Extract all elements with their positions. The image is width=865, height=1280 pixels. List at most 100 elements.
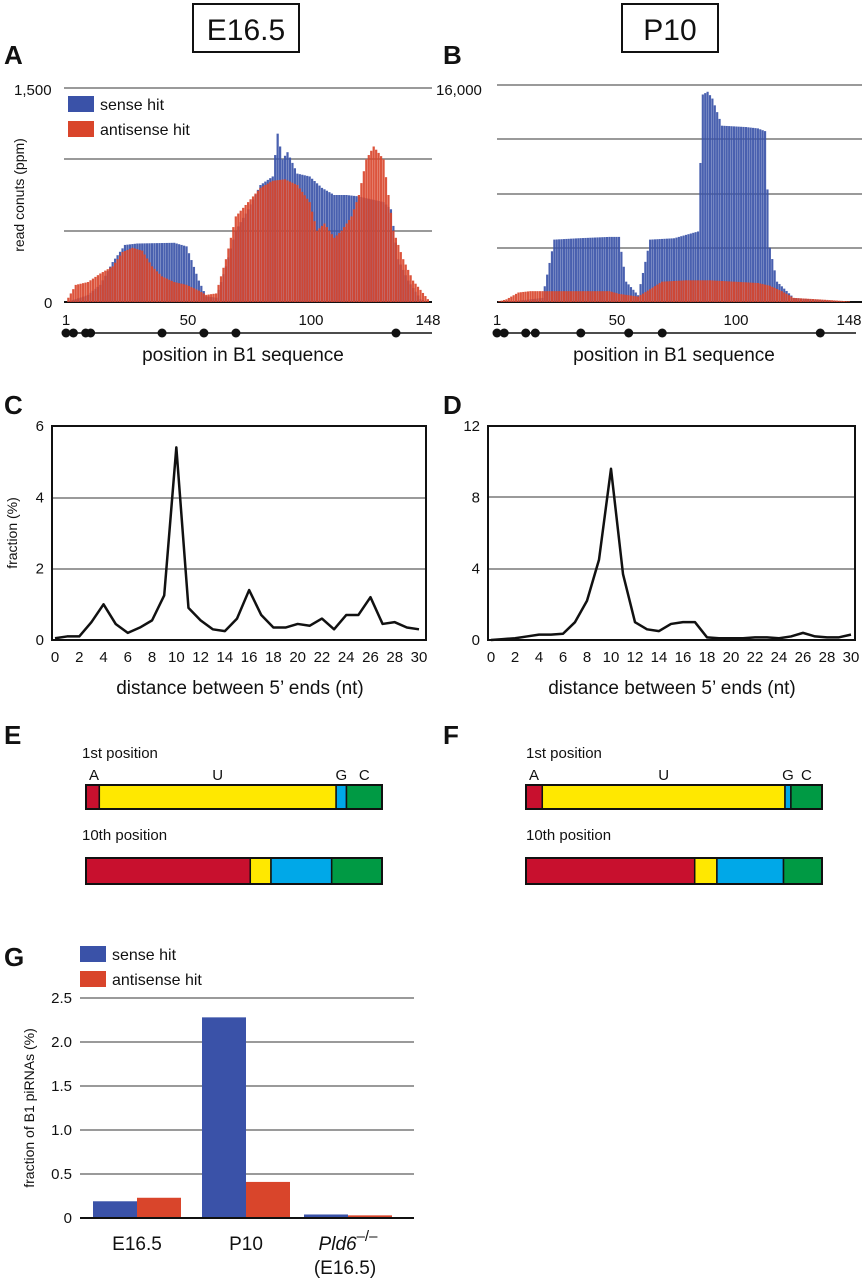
antisense-bar xyxy=(224,259,228,302)
antisense-bar xyxy=(629,295,633,302)
antisense-bar xyxy=(749,282,752,302)
sense-bar xyxy=(574,238,577,302)
row-label-f-tenth: 10th position xyxy=(526,827,611,844)
antisense-bar xyxy=(271,180,274,302)
antisense-bar xyxy=(402,259,405,302)
antisense-bar xyxy=(101,272,104,302)
sense-bar xyxy=(632,289,635,302)
xtick-b: 100 xyxy=(723,312,748,329)
header-e165: E16.5 xyxy=(192,3,300,53)
sense-bar xyxy=(696,231,700,302)
sequence-marker xyxy=(157,328,167,338)
antisense-bar xyxy=(720,280,724,302)
antisense-bar xyxy=(684,280,688,302)
yticks-d: 0 4 8 12 xyxy=(463,418,480,649)
antisense-bar xyxy=(610,291,613,302)
stack-outline xyxy=(85,784,383,810)
antisense-bar xyxy=(187,286,191,302)
header-left-text: E16.5 xyxy=(207,14,285,47)
antisense-bar xyxy=(637,296,640,302)
segment-G xyxy=(270,857,333,885)
xtick-b: 1 xyxy=(493,312,501,329)
antisense-bar xyxy=(229,237,232,302)
segment-G xyxy=(716,857,785,885)
sense-bar xyxy=(165,242,168,302)
sense-bar xyxy=(675,237,678,302)
segment-G xyxy=(335,784,348,810)
sense-bar xyxy=(694,232,697,302)
antisense-bar xyxy=(591,291,594,302)
yticks-c: 0 2 4 6 xyxy=(36,418,44,649)
antisense-bar xyxy=(212,293,215,302)
antisense-bar xyxy=(558,291,561,302)
antisense-bar xyxy=(536,291,539,302)
antisense-bar xyxy=(514,293,518,302)
antisense-bar xyxy=(227,248,230,302)
antisense-bar xyxy=(190,287,193,302)
markers-a xyxy=(61,328,401,338)
antisense-bar xyxy=(644,292,647,302)
xtick-label: 16 xyxy=(241,649,258,666)
antisense-bar xyxy=(298,188,301,302)
antisense-bar xyxy=(143,254,146,302)
xtick-label: 10 xyxy=(168,649,185,666)
legend-a: sense hit antisense hit xyxy=(68,96,190,139)
antisense-bar xyxy=(251,196,255,302)
antisense-bar xyxy=(510,296,513,302)
antisense-bar xyxy=(222,267,225,302)
sense-bar xyxy=(584,237,587,302)
sense-bar xyxy=(684,234,688,302)
xtick-label: 22 xyxy=(314,649,331,666)
ytick-label: 6 xyxy=(36,418,44,435)
row-label-e-tenth: 10th position xyxy=(82,827,167,844)
sense-bar xyxy=(680,236,683,302)
antisense-bar xyxy=(338,233,341,302)
antisense-bar xyxy=(323,223,326,302)
antisense-bar xyxy=(370,150,373,302)
antisense-bar xyxy=(605,291,609,302)
antisense-bar xyxy=(308,202,311,302)
xtick-label: 4 xyxy=(99,649,107,666)
antisense-bar xyxy=(158,273,161,302)
antisense-bar xyxy=(543,291,546,302)
sense-bar xyxy=(182,245,186,302)
antisense-bar xyxy=(562,291,566,302)
antisense-bar xyxy=(574,291,577,302)
legend-g-antisense-label: antisense hit xyxy=(112,972,202,989)
sense-bar xyxy=(704,93,707,302)
nucleotide-label: C xyxy=(359,767,370,784)
sense-bar xyxy=(187,253,191,302)
antisense-bar xyxy=(242,207,245,302)
antisense-bar xyxy=(785,293,788,302)
sense-bar xyxy=(653,239,656,302)
antisense-bar xyxy=(670,281,673,302)
antisense-bar xyxy=(207,294,210,302)
xtick-label: 2 xyxy=(75,649,83,666)
antisense-bar xyxy=(639,295,642,302)
ytick-label: 2.5 xyxy=(51,990,72,1007)
antisense-bar xyxy=(538,291,542,302)
xtick-label: 8 xyxy=(148,649,156,666)
antisense-bar xyxy=(426,299,429,302)
xticks-d: 0 2 4 6 8 10 12 14 16 18 20 22 24 26 28 30 xyxy=(487,649,860,666)
antisense-bar xyxy=(617,293,621,302)
sense-bar xyxy=(668,238,671,302)
antisense-bar xyxy=(615,293,618,302)
antisense-bar xyxy=(579,291,582,302)
antisense-bar xyxy=(133,248,136,302)
ytick-label: 8 xyxy=(472,489,480,506)
sequence-marker xyxy=(499,328,509,338)
panel-e-label: E xyxy=(4,720,21,750)
antisense-bar xyxy=(340,230,343,302)
antisense-bar xyxy=(804,298,807,302)
antisense-bar xyxy=(377,152,380,302)
grid-g: 0 0.5 1.0 1.5 2.0 2.5 xyxy=(51,990,414,1227)
antisense-bar xyxy=(399,252,402,302)
antisense-bar xyxy=(668,281,671,302)
antisense-bar xyxy=(414,283,417,302)
antisense-bar xyxy=(269,182,272,302)
sense-bar xyxy=(689,233,692,302)
panel-a: A 1,500 0 read conuts (ppm) sense hit an… xyxy=(4,40,441,366)
antisense-bar xyxy=(692,280,695,302)
sense-bar xyxy=(163,242,166,302)
